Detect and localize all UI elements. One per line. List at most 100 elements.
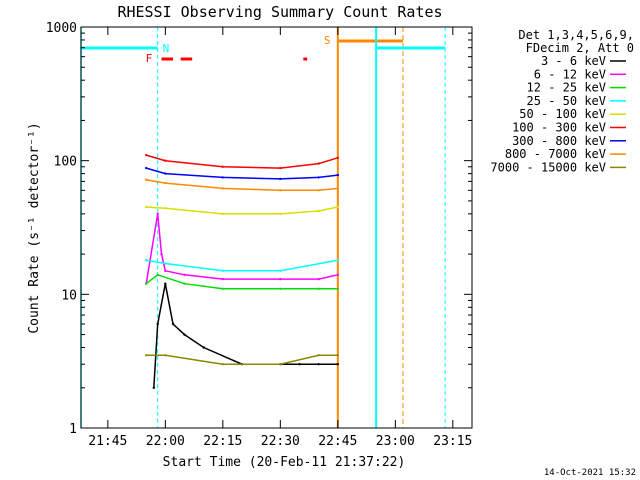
plot-frame — [80, 26, 473, 429]
series-point-2-5 — [317, 287, 320, 290]
legend-label-2: 12 - 25 keV — [527, 81, 606, 95]
series-point-6-5 — [336, 173, 339, 177]
series-point-0-1 — [156, 322, 159, 326]
series-point-0-5 — [202, 346, 205, 349]
series-point-7-4 — [317, 189, 320, 192]
series-point-4-1 — [164, 207, 167, 210]
x-tick-label-6: 23:15 — [433, 434, 472, 449]
series-point-7-2 — [221, 187, 224, 190]
series-point-2-3 — [221, 287, 224, 290]
series-point-6-4 — [317, 176, 320, 179]
series-point-4-0 — [145, 205, 148, 209]
observing-intervals: NF S — [80, 27, 446, 428]
series-point-1-7 — [317, 277, 320, 281]
series-point-2-6 — [336, 287, 339, 290]
y-tick-label-3: 1000 — [46, 21, 77, 36]
axis-ticks: 21:45 22:00 22:15 22:30 22:45 23:00 23:15 1 10 10… — [46, 21, 473, 449]
legend-header-1: FDecim 2, Att 0 — [526, 41, 634, 55]
legend-label-1: 6 - 12 keV — [534, 67, 606, 81]
series-point-0-9 — [317, 363, 320, 366]
series-point-6-1 — [164, 172, 167, 175]
series-point-8-0 — [145, 354, 148, 357]
legend-header-0: Det 1,3,4,5,6,9, — [518, 28, 634, 42]
series-point-3-0 — [145, 259, 148, 262]
series-group — [145, 153, 339, 389]
series-point-1-5 — [221, 277, 224, 281]
series-point-5-0 — [145, 153, 148, 157]
series-point-3-4 — [336, 259, 339, 262]
series-point-7-3 — [279, 189, 282, 192]
x-tick-label-3: 22:30 — [261, 434, 300, 449]
annotation-S: S — [324, 34, 331, 47]
x-tick-label-5: 23:00 — [376, 434, 415, 449]
series-line-4 — [146, 206, 338, 215]
series-point-5-5 — [336, 156, 339, 159]
series-point-1-1 — [156, 212, 159, 216]
chart-title: RHESSI Observing Summary Count Rates — [117, 3, 442, 21]
legend-label-0: 3 - 6 keV — [541, 54, 606, 68]
series-line-6 — [145, 167, 338, 180]
series-point-4-5 — [336, 205, 339, 209]
series-point-6-3 — [279, 177, 282, 181]
series-point-2-0 — [145, 282, 148, 285]
series-point-1-6 — [279, 277, 282, 281]
series-point-8-2 — [221, 363, 224, 366]
series-line-7 — [146, 178, 338, 192]
series-point-0-2 — [164, 282, 167, 285]
series-point-4-2 — [221, 212, 224, 216]
x-tick-label-2: 22:15 — [203, 434, 242, 449]
timestamp: 14-Oct-2021 15:32 — [544, 468, 636, 478]
series-point-3-3 — [279, 269, 282, 272]
y-tick-label-2: 100 — [54, 155, 77, 170]
legend-label-7: 800 - 7000 keV — [505, 147, 606, 161]
series-point-8-3 — [279, 363, 282, 366]
legend: Det 1,3,4,5,6,9,FDecim 2, Att 03 - 6 keV… — [490, 28, 634, 174]
series-point-3-2 — [221, 269, 224, 272]
x-tick-label-1: 22:00 — [146, 434, 185, 449]
series-point-4-4 — [317, 209, 320, 213]
annotation-F: F — [146, 52, 153, 65]
series-point-5-1 — [164, 159, 167, 162]
y-tick-label-1: 10 — [61, 288, 77, 303]
series-point-5-2 — [221, 165, 224, 168]
series-point-7-5 — [336, 187, 339, 190]
series-point-4-3 — [279, 212, 282, 216]
series-point-0-10 — [336, 363, 339, 366]
legend-label-5: 100 - 300 keV — [512, 121, 606, 135]
series-point-5-4 — [317, 162, 320, 165]
x-axis-label: Start Time (20-Feb-11 21:37:22) — [163, 455, 406, 470]
y-tick-label-0: 1 — [69, 422, 77, 437]
legend-label-3: 25 - 50 keV — [527, 94, 606, 108]
series-point-6-2 — [221, 176, 224, 179]
series-point-7-1 — [164, 181, 167, 185]
series-point-7-0 — [145, 178, 148, 181]
x-tick-label-4: 22:45 — [318, 434, 357, 449]
series-point-2-2 — [183, 282, 186, 285]
series-point-1-3 — [164, 269, 167, 272]
annotation-N: N — [163, 42, 170, 55]
series-point-8-4 — [317, 354, 320, 357]
series-point-2-4 — [279, 287, 282, 290]
y-axis-label: Count Rate (s⁻¹ detector⁻¹) — [27, 122, 42, 333]
series-point-0-3 — [171, 322, 175, 326]
series-point-1-4 — [183, 273, 186, 276]
legend-label-8: 7000 - 15000 keV — [490, 160, 606, 174]
series-point-0-4 — [183, 333, 186, 336]
series-point-2-1 — [156, 273, 159, 276]
series-line-5 — [145, 154, 339, 169]
series-point-1-2 — [160, 252, 163, 256]
series-point-6-0 — [145, 166, 148, 170]
series-point-5-3 — [279, 166, 282, 170]
series-point-0-8 — [298, 363, 301, 366]
series-point-8-1 — [164, 354, 167, 357]
series-point-1-8 — [336, 273, 339, 276]
x-tick-label-0: 21:45 — [88, 434, 127, 449]
legend-label-4: 50 - 100 keV — [519, 107, 606, 121]
series-point-3-1 — [164, 262, 167, 265]
legend-label-6: 300 - 800 keV — [512, 134, 606, 148]
series-point-8-5 — [336, 354, 339, 357]
series-point-0-0 — [152, 386, 155, 389]
series-line-8 — [146, 354, 338, 365]
